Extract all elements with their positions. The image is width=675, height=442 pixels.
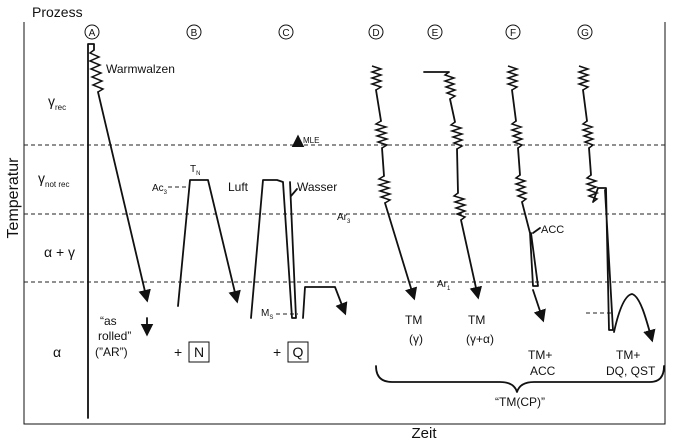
ar3-label: Ar3 bbox=[337, 212, 351, 225]
svg-text:A: A bbox=[89, 28, 96, 39]
process-b-curve bbox=[177, 179, 241, 307]
label-tm-cp: “TM(CP)” bbox=[495, 395, 545, 409]
label-acc: ACC bbox=[541, 224, 564, 236]
y-axis-label: Temperatur bbox=[5, 157, 22, 239]
x-axis-label: Zeit bbox=[411, 425, 437, 442]
label-tm-gamma-alpha-sub: (γ+α) bbox=[466, 332, 494, 346]
wasser-leader bbox=[290, 188, 298, 197]
region-gamma-not-rec: γnot rec bbox=[38, 170, 69, 189]
svg-text:F: F bbox=[510, 28, 516, 39]
label-tm-dq-2: DQ, QST bbox=[606, 364, 656, 378]
svg-text:D: D bbox=[372, 28, 379, 39]
process-c-reheat bbox=[302, 286, 348, 319]
column-marker-c: C bbox=[278, 24, 294, 40]
label-as-rolled-1: “as bbox=[100, 314, 117, 328]
column-marker-b: B bbox=[186, 24, 202, 40]
ar1-label: Ar1 bbox=[437, 279, 451, 292]
n-box-label: N bbox=[194, 344, 204, 360]
label-tm-gamma-alpha: TM bbox=[468, 313, 485, 327]
label-as-rolled-2: rolled” bbox=[98, 329, 131, 343]
label-tm-acc-1: TM+ bbox=[528, 348, 552, 362]
ms-label: MS bbox=[261, 308, 273, 321]
column-marker-d: D bbox=[368, 24, 384, 40]
ac3-label: Ac3 bbox=[152, 183, 168, 196]
label-wasser: Wasser bbox=[297, 180, 337, 194]
process-f-curve bbox=[505, 65, 546, 323]
plus-n: + bbox=[174, 344, 182, 360]
svg-text:C: C bbox=[282, 28, 289, 39]
acc-leader bbox=[532, 227, 541, 234]
q-box bbox=[287, 341, 309, 363]
plus-q: + bbox=[273, 344, 281, 360]
process-a-curve bbox=[87, 43, 151, 419]
region-alpha: α bbox=[53, 344, 61, 360]
mle-label: MLE bbox=[303, 136, 319, 145]
n-box bbox=[188, 341, 210, 363]
label-warmwalzen: Warmwalzen bbox=[106, 62, 175, 76]
svg-text:E: E bbox=[432, 28, 439, 39]
process-c-curve bbox=[250, 179, 297, 319]
process-g-curve bbox=[576, 65, 656, 343]
column-marker-g: G bbox=[577, 24, 593, 40]
column-marker-a: A bbox=[84, 24, 100, 40]
q-box-label: Q bbox=[293, 344, 304, 360]
process-header: Prozess bbox=[32, 4, 83, 20]
process-d-curve bbox=[369, 65, 418, 301]
label-tm-dq-1: TM+ bbox=[616, 348, 640, 362]
process-e-curve bbox=[423, 71, 482, 300]
label-luft: Luft bbox=[228, 180, 249, 194]
region-alpha-gamma: α + γ bbox=[44, 244, 75, 260]
tn-label: TN bbox=[190, 164, 200, 177]
svg-text:G: G bbox=[581, 28, 589, 39]
column-marker-e: E bbox=[427, 24, 443, 40]
label-tm-acc-2: ACC bbox=[530, 364, 556, 378]
diagram-frame bbox=[23, 22, 666, 425]
label-tm-gamma: TM bbox=[405, 313, 422, 327]
label-tm-gamma-sub: (γ) bbox=[409, 332, 423, 346]
column-marker-f: F bbox=[505, 24, 521, 40]
region-gamma-rec: γrec bbox=[48, 93, 66, 112]
svg-text:B: B bbox=[191, 28, 198, 39]
tm-cp-bracket bbox=[375, 365, 665, 393]
label-as-rolled-3: (”AR”) bbox=[95, 345, 128, 359]
